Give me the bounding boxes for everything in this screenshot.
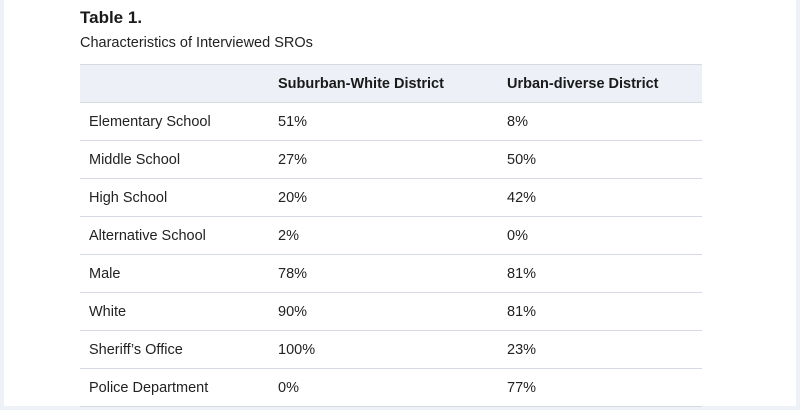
urban-diverse-value: 77%: [507, 368, 702, 407]
row-label: Middle School: [80, 140, 278, 179]
urban-diverse-value: 81%: [507, 254, 702, 293]
suburban-white-value: 78%: [278, 254, 507, 293]
row-label: Sheriff’s Office: [80, 330, 278, 369]
table-label: Table 1.: [80, 8, 143, 27]
suburban-white-value: 0%: [278, 368, 507, 407]
suburban-white-value: 51%: [278, 102, 507, 141]
row-label: High School: [80, 178, 278, 217]
suburban-white-value: 90%: [278, 292, 507, 331]
sro-characteristics-table: Suburban-White District Urban-diverse Di…: [80, 64, 702, 407]
table-row: Middle School 27% 50%: [80, 140, 702, 179]
table-row: Male 78% 81%: [80, 254, 702, 293]
suburban-white-value: 20%: [278, 178, 507, 217]
urban-diverse-value: 0%: [507, 216, 702, 255]
table-body: Elementary School 51% 8% Middle School 2…: [80, 102, 702, 407]
urban-diverse-value: 42%: [507, 178, 702, 217]
urban-diverse-value: 50%: [507, 140, 702, 179]
suburban-white-value: 27%: [278, 140, 507, 179]
row-label: Alternative School: [80, 216, 278, 255]
table-row: Sheriff’s Office 100% 23%: [80, 330, 702, 369]
table-header: Suburban-White District Urban-diverse Di…: [80, 64, 702, 103]
row-label: Police Department: [80, 368, 278, 407]
header-cell-urban-diverse: Urban-diverse District: [507, 64, 702, 103]
table-row: Police Department 0% 77%: [80, 368, 702, 407]
row-label: Elementary School: [80, 102, 278, 141]
urban-diverse-value: 81%: [507, 292, 702, 331]
row-label: White: [80, 292, 278, 331]
urban-diverse-value: 23%: [507, 330, 702, 369]
urban-diverse-value: 8%: [507, 102, 702, 141]
row-label: Male: [80, 254, 278, 293]
table-caption: Table 1. Characteristics of Interviewed …: [80, 6, 313, 54]
header-row: Suburban-White District Urban-diverse Di…: [80, 64, 702, 103]
header-cell-suburban-white: Suburban-White District: [278, 64, 507, 103]
header-cell-row-label: [80, 64, 278, 103]
suburban-white-value: 2%: [278, 216, 507, 255]
suburban-white-value: 100%: [278, 330, 507, 369]
table-row: High School 20% 42%: [80, 178, 702, 217]
table-row: Elementary School 51% 8%: [80, 102, 702, 141]
table-row: Alternative School 2% 0%: [80, 216, 702, 255]
table-title: Characteristics of Interviewed SROs: [80, 35, 313, 51]
table-row: White 90% 81%: [80, 292, 702, 331]
